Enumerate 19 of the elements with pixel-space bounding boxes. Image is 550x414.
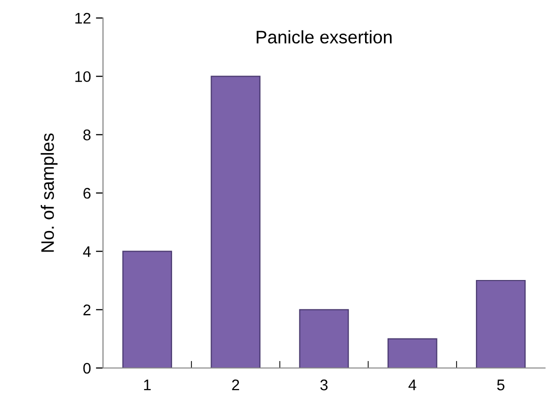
bar: [122, 250, 172, 368]
y-tick-label: 8: [83, 130, 91, 140]
bar: [299, 309, 349, 368]
y-tick-label: 4: [83, 246, 91, 257]
x-tick-label: 2: [232, 380, 240, 390]
y-tick-label: 12: [75, 12, 90, 24]
x-tick-label: 5: [497, 380, 504, 390]
text: Panicle exsertion: [256, 30, 392, 44]
y-tick-label: 2: [83, 304, 90, 316]
y-tick-label: 6: [83, 188, 91, 199]
bar: [388, 338, 438, 368]
bar: [210, 76, 260, 368]
bar: [476, 280, 526, 368]
y-axis-title: No. of samples: [40, 133, 58, 252]
x-tick-label: 1: [144, 380, 151, 390]
x-tick-label: 4: [408, 380, 416, 390]
x-tick-label: 3: [320, 380, 328, 390]
y-tick-label: 10: [75, 71, 91, 82]
y-tick-label: 0: [83, 362, 91, 374]
